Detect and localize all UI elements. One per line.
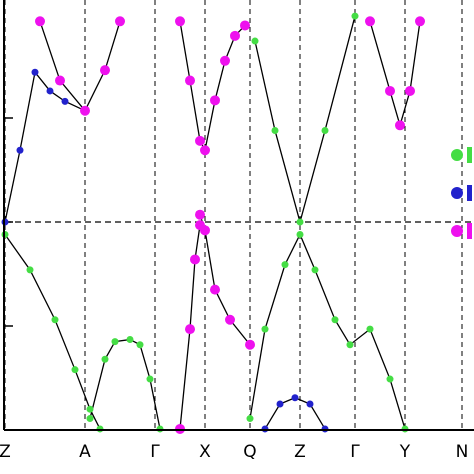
band-point <box>55 75 65 86</box>
band-point <box>230 30 240 41</box>
x-tick-label: Γ <box>350 442 360 462</box>
legend-swatch <box>467 223 472 239</box>
band-point <box>185 75 195 86</box>
x-tick-label: A <box>79 442 91 462</box>
band-point <box>261 325 269 333</box>
band-point <box>175 16 185 27</box>
band-line <box>179 225 201 430</box>
band-point <box>195 209 205 220</box>
band-line <box>249 232 406 430</box>
band-point <box>331 316 339 324</box>
band-point <box>51 316 59 324</box>
x-tick-label: Γ <box>150 442 160 462</box>
band-point <box>346 341 354 349</box>
band-point <box>210 95 220 106</box>
band-point <box>240 20 250 31</box>
legend-marker <box>451 187 463 199</box>
band-line <box>254 15 356 225</box>
band-point <box>80 105 90 116</box>
band-point <box>291 394 299 402</box>
x-tick-label: Z <box>294 442 306 462</box>
band-point <box>31 68 39 76</box>
band-line <box>4 234 101 430</box>
band-point <box>101 355 109 363</box>
band-point <box>366 325 374 333</box>
grid <box>4 0 474 430</box>
band-point <box>156 425 164 433</box>
band-point <box>321 425 329 433</box>
band-point <box>401 425 409 433</box>
band-point <box>190 254 200 265</box>
band-line <box>369 21 421 128</box>
band-point <box>86 405 94 413</box>
band-point <box>386 375 394 383</box>
band-point <box>261 425 269 433</box>
band-point <box>276 400 284 408</box>
band-point <box>185 324 195 335</box>
band-point <box>115 16 125 27</box>
x-tick-label: X <box>199 442 211 462</box>
band-point <box>16 146 24 154</box>
legend-marker <box>451 225 463 237</box>
band-point <box>46 87 54 95</box>
band-point <box>246 415 254 423</box>
band-point <box>321 126 329 134</box>
x-tick-label: N <box>456 442 469 462</box>
band-point <box>126 336 134 344</box>
band-point <box>100 65 110 76</box>
band-point <box>296 218 304 226</box>
x-tick-label: Q <box>243 442 256 462</box>
band-point <box>306 400 314 408</box>
x-tick-label: Y <box>399 442 411 462</box>
band-point <box>271 126 279 134</box>
band-point <box>195 220 205 231</box>
band-point <box>415 16 425 27</box>
band-point <box>195 135 205 146</box>
band-point <box>225 314 235 325</box>
band-point <box>96 425 104 433</box>
band-line <box>39 21 121 112</box>
band-point <box>220 55 230 66</box>
band-point <box>296 230 304 238</box>
band-point <box>245 339 255 350</box>
band-point <box>111 338 119 346</box>
band-line <box>89 338 161 430</box>
band-line <box>4 70 86 223</box>
band-point <box>26 266 34 274</box>
band-point <box>251 37 259 45</box>
band-point <box>71 366 79 374</box>
band-point <box>395 120 405 131</box>
band-point <box>405 85 415 96</box>
band-line <box>264 397 326 430</box>
band-point <box>210 284 220 295</box>
band-point <box>146 375 154 383</box>
band-point <box>200 145 210 156</box>
legend-swatch <box>467 147 472 163</box>
band-point <box>136 341 144 349</box>
band-point <box>35 16 45 27</box>
x-tick-label: Z <box>0 442 11 462</box>
band-point <box>61 97 69 105</box>
legend-marker <box>451 149 463 161</box>
band-point <box>365 16 375 27</box>
band-point <box>311 266 319 274</box>
band-point <box>351 12 359 20</box>
band-point <box>86 415 94 423</box>
legend-swatch <box>467 185 472 201</box>
band-point <box>385 85 395 96</box>
band-point <box>281 261 289 269</box>
band-point <box>175 423 185 434</box>
